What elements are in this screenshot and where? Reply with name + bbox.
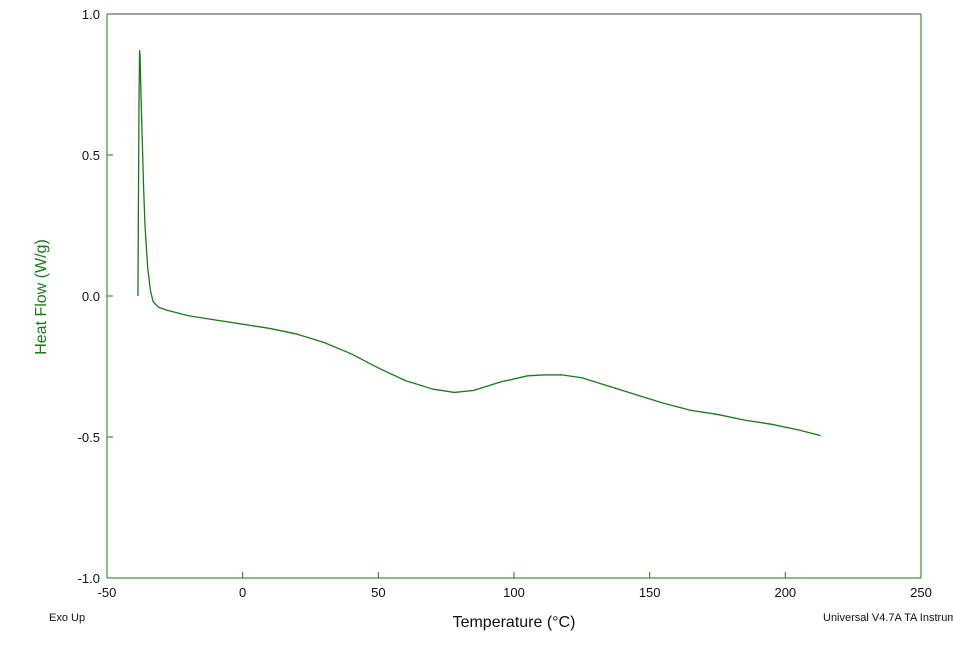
software-version-note: Universal V4.7A TA Instruments xyxy=(823,612,953,624)
x-tick-label: 100 xyxy=(503,585,525,600)
y-tick-label: 0.0 xyxy=(82,289,100,304)
y-axis-ticks: 1.0 0.5 0.0 -0.5 -1.0 xyxy=(78,7,113,586)
series-layer xyxy=(137,50,821,437)
x-axis-title: Temperature (°C) xyxy=(453,614,576,631)
axes xyxy=(106,13,922,579)
x-tick-label: 50 xyxy=(371,585,385,600)
exo-up-note: Exo Up xyxy=(49,612,86,624)
y-tick-label: 1.0 xyxy=(82,7,100,22)
y-tick-label: 0.5 xyxy=(82,148,100,163)
x-tick-label: 200 xyxy=(774,585,796,600)
y-axis-title: Heat Flow (W/g) xyxy=(33,239,50,355)
heat-flow-series-line xyxy=(137,50,821,437)
x-tick-label: 0 xyxy=(239,585,246,600)
x-tick-label: 150 xyxy=(639,585,661,600)
y-tick-label: -0.5 xyxy=(78,430,100,445)
x-axis-ticks: -50 0 50 100 150 200 250 xyxy=(98,572,932,600)
y-tick-label: -1.0 xyxy=(78,571,100,586)
x-tick-label: 250 xyxy=(910,585,932,600)
x-tick-label: -50 xyxy=(98,585,117,600)
